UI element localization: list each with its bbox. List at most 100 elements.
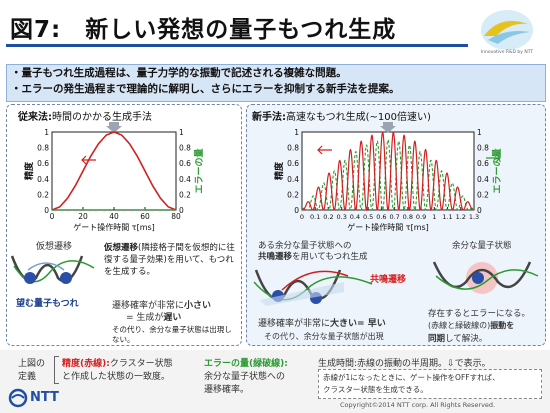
no-extra-state-note: その代り、余分な量子状態は出現しない。 bbox=[112, 325, 232, 344]
x-tick-label-11: 1.1 bbox=[442, 213, 452, 221]
virtual-transition-diagram bbox=[10, 255, 95, 284]
generation-time-marker bbox=[106, 122, 122, 133]
y2-tick-label-5: 1 bbox=[477, 128, 482, 137]
x-tick-label-3: 60 bbox=[140, 212, 150, 221]
gate-off-note-2: クラスター状態を生成できる。 bbox=[323, 385, 428, 394]
y-tick-label-4: 0.8 bbox=[37, 144, 49, 153]
x-tick-label-2: 0.2 bbox=[323, 213, 333, 221]
definition-label-a: 上図の bbox=[18, 359, 46, 369]
plot-frame bbox=[301, 131, 475, 211]
resonance-label-a: ある余分な量子状態への bbox=[258, 241, 352, 251]
virtual-transition-desc-bold: 仮想遷移 bbox=[104, 243, 139, 253]
y-tick-label-5: 1 bbox=[294, 128, 299, 137]
y-tick-label-5: 1 bbox=[44, 128, 49, 137]
error-series-line bbox=[301, 138, 475, 211]
new-method-chart: 0 00.2 0.20.4 0.40.6 0.60.8 0.81 10 0.1 0.2 0.3 0.… bbox=[273, 122, 503, 232]
series-line-0 bbox=[51, 131, 177, 211]
y2-tick-label-4: 0.8 bbox=[477, 144, 489, 153]
entangled-label: 望む量子もつれ bbox=[16, 299, 79, 309]
y2-tick-label-3: 0.6 bbox=[179, 159, 191, 168]
x-tick-label-8: 0.8 bbox=[403, 213, 413, 221]
conventional-heading: 従来法:時間のかかる生成手法 bbox=[18, 108, 152, 123]
y-tick-label-0: 0 bbox=[44, 206, 49, 215]
y-axis-label: 精度 bbox=[273, 161, 285, 180]
slow-a: = 生成が bbox=[126, 313, 164, 323]
prob-large-c: = 早い bbox=[357, 319, 386, 329]
y-tick-label-1: 0.2 bbox=[37, 190, 49, 199]
y-tick-label-2: 0.4 bbox=[37, 175, 49, 184]
x-tick-label-0: 0 bbox=[50, 212, 55, 221]
x-tick-label-13: 1.3 bbox=[469, 213, 479, 221]
x-tick-label-9: 0.9 bbox=[416, 213, 426, 221]
extra-state-label: 余分な量子状態 bbox=[452, 241, 512, 251]
error-arrow bbox=[486, 153, 501, 163]
error-note-2b: 振動を bbox=[490, 321, 515, 330]
x-tick-label-4: 80 bbox=[171, 212, 181, 221]
x-tick-label-2: 40 bbox=[109, 212, 119, 221]
y-tick-label-1: 0.2 bbox=[287, 190, 299, 199]
y-axis-label: 精度 bbox=[23, 161, 35, 180]
error-note-3a: 同期 bbox=[428, 334, 446, 344]
conventional-heading-text: 時間のかかる生成手法 bbox=[52, 112, 152, 123]
y-tick-label-0: 0 bbox=[294, 206, 299, 215]
title-underline bbox=[6, 44, 468, 47]
x-tick-label-1: 0.1 bbox=[310, 213, 320, 221]
ntt-footer-logo bbox=[8, 388, 28, 412]
resonance-tag: 共鳴遷移 bbox=[370, 275, 407, 285]
error-def-1: 余分な量子状態への bbox=[204, 372, 286, 382]
prob-large-b: 大きい bbox=[330, 319, 358, 329]
definition-bracket bbox=[54, 356, 59, 384]
generation-time-marker bbox=[380, 122, 396, 133]
error-note-1: 存在するとエラーになる。 bbox=[428, 309, 531, 319]
x-tick-label-10: 1 bbox=[432, 213, 436, 221]
new-method-heading-text: 高速なもつれ生成(~100倍速い) bbox=[286, 112, 431, 123]
x-tick-label-7: 0.7 bbox=[389, 213, 399, 221]
error-def-2: 遷移確率。 bbox=[204, 385, 250, 395]
y-tick-label-2: 0.4 bbox=[287, 175, 299, 184]
x-tick-label-1: 20 bbox=[78, 212, 88, 221]
y-tick-label-3: 0.6 bbox=[37, 159, 49, 168]
y2-tick-label-2: 0.4 bbox=[179, 175, 191, 184]
x-tick-label-12: 1.2 bbox=[456, 213, 466, 221]
definition-label-b: 定義 bbox=[18, 372, 37, 382]
y2-tick-label-4: 0.8 bbox=[179, 144, 191, 153]
x-tick-label-5: 0.5 bbox=[363, 213, 373, 221]
y-tick-label-4: 0.8 bbox=[287, 144, 299, 153]
ntt-footer-text: NTT bbox=[30, 390, 59, 405]
resonance-diagram bbox=[253, 269, 373, 306]
extra-state-note: その代り、余分な量子状態が出現 bbox=[264, 332, 384, 341]
ntt-logo bbox=[470, 6, 544, 58]
precision-arrow bbox=[317, 145, 332, 155]
x-tick-label-4: 0.4 bbox=[350, 213, 360, 221]
precision-arrow bbox=[81, 155, 96, 165]
x-tick-label-0: 0 bbox=[300, 213, 304, 221]
resonance-label-b: 共鳴遷移を用いてもつれ生成 bbox=[258, 250, 368, 262]
gate-off-note-1: 赤線が1になったときに、ゲート操作をOFFすれば、 bbox=[323, 373, 500, 382]
y2-axis-label: エラーの量 bbox=[491, 148, 503, 193]
new-method-heading-bold: 新手法: bbox=[252, 112, 286, 123]
gate-off-note: 赤線が1になったときに、ゲート操作をOFFすれば、 クラスター状態を生成できる。 bbox=[318, 369, 542, 399]
virtual-transition-desc: 仮想遷移(隣接格子間を仮想的に往復する量子効果)を用いて、もつれを生成する。 bbox=[104, 242, 238, 278]
summary-line-2: ・エラーの発生過程まで理論的に解明し、さらにエラーを抑制する新手法を提案。 bbox=[11, 83, 400, 95]
virtual-transition-desc-text: (隣接格子間を仮想的に往復する量子効果)を用いて、もつれを生成する。 bbox=[104, 243, 235, 277]
copyright: Copyright©2014 NTT corp. All Rights Rese… bbox=[340, 401, 496, 409]
generation-time-def: 生成時間:赤線の振動の半周期。⇩で表示。 bbox=[318, 359, 491, 369]
y-tick-label-3: 0.6 bbox=[287, 159, 299, 168]
error-note-2: (赤線と緑破線の)振動を bbox=[428, 320, 514, 331]
precision-def-2: と作成した状態の一致度。 bbox=[62, 372, 171, 382]
resonance-label-b-text: を用いてもつれ生成 bbox=[292, 252, 368, 262]
error-note-3: 同期して解決。 bbox=[428, 332, 487, 344]
slow-b: 遅い bbox=[163, 313, 182, 323]
y2-axis-label: エラーの量 bbox=[193, 148, 205, 193]
precision-def: 精度(赤線):クラスター状態 bbox=[62, 356, 173, 369]
y2-tick-label-1: 0.2 bbox=[477, 190, 489, 199]
prob-large-line: 遷移確率が非常に大きい= 早い bbox=[258, 316, 386, 329]
prob-large-a: 遷移確率が非常に bbox=[258, 319, 331, 329]
x-tick-label-6: 0.6 bbox=[376, 213, 386, 221]
precision-def-bold: 精度(赤線): bbox=[62, 359, 110, 369]
extra-state-diagram bbox=[432, 261, 539, 294]
x-axis-label: ゲート操作時間 τ[ms] bbox=[347, 222, 429, 232]
y2-tick-label-0: 0 bbox=[477, 206, 482, 215]
conventional-heading-bold: 従来法: bbox=[18, 112, 52, 123]
summary-box: ・量子もつれ生成過程は、量子力学的な振動で記述される複雑な問題。 ・エラーの発生… bbox=[6, 64, 546, 102]
